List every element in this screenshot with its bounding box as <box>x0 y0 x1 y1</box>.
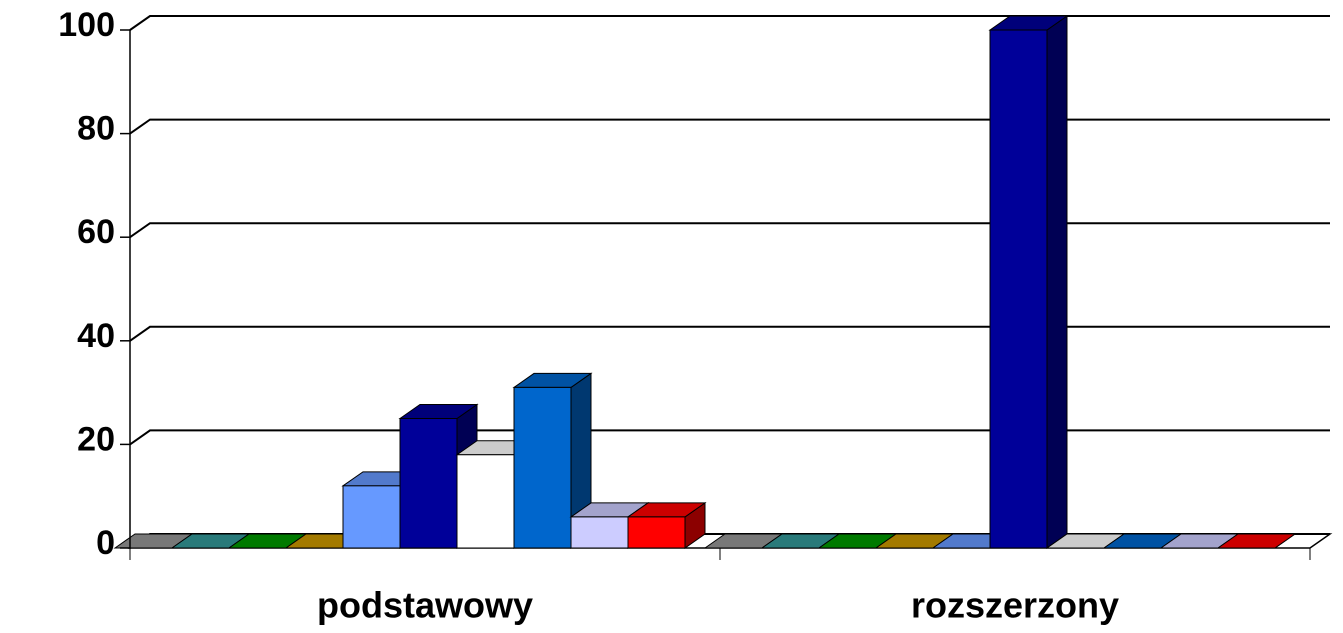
bar-front <box>570 516 629 549</box>
y-tick-label: 80 <box>77 110 115 148</box>
bar-front <box>342 485 401 549</box>
bar <box>1216 533 1297 549</box>
y-tick-label: 60 <box>77 213 115 251</box>
y-tick-label: 40 <box>77 317 115 355</box>
axes: 0 20 40 60 80 100 podstawowy rozszerzony <box>58 6 1311 626</box>
bar-side <box>1046 15 1068 549</box>
grid-line <box>129 118 1330 135</box>
bar <box>626 501 707 549</box>
x-tick-label: podstawowy <box>317 585 533 626</box>
grid <box>127 15 1333 549</box>
bars <box>113 15 1297 549</box>
y-tick-label: 100 <box>58 6 115 44</box>
y-tick-label: 20 <box>77 420 115 458</box>
bar-front <box>513 386 572 549</box>
bar-top <box>1216 533 1297 549</box>
bar-front <box>989 29 1048 549</box>
y-tick-label: 0 <box>96 524 115 562</box>
grid-line <box>129 325 1330 342</box>
bar <box>988 15 1069 549</box>
grid-line <box>129 429 1330 446</box>
bar-front <box>627 516 686 549</box>
bar <box>512 372 593 549</box>
bar-front <box>456 454 515 549</box>
bar-front <box>399 418 458 549</box>
grid-line <box>129 15 1330 31</box>
grid-line <box>129 222 1330 239</box>
x-tick-label: rozszerzony <box>911 585 1119 626</box>
